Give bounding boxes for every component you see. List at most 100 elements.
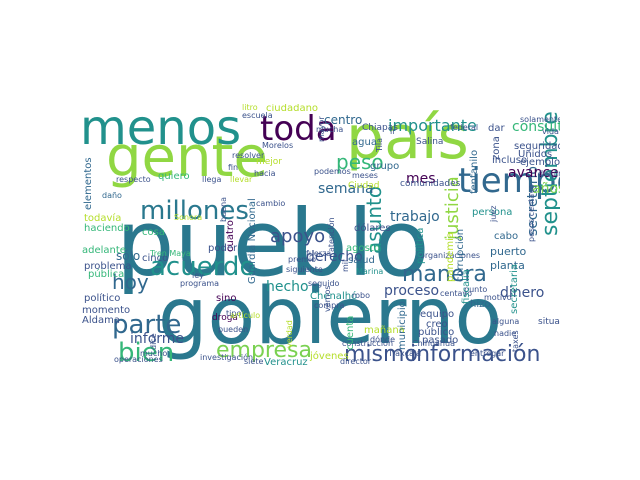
word-siete: siete: [244, 357, 264, 366]
word-dano: daño: [102, 191, 122, 200]
word-situacion: situación: [538, 317, 560, 327]
word-comunidades: comunidades: [400, 179, 461, 189]
word-fuerza: denuncia: [538, 169, 560, 178]
word-investigacion: investigación: [200, 353, 254, 362]
word-problema: problema: [84, 261, 132, 272]
word-mucha: dice: [149, 333, 158, 350]
word-secretaria: secretaria: [509, 264, 520, 314]
word-alguna: alguna: [492, 317, 520, 326]
word-zona: zona: [491, 136, 502, 160]
word-droga: droga: [212, 313, 238, 323]
word-chenalho: Chenalhó: [310, 291, 358, 302]
word-salina: Salina: [416, 137, 444, 147]
word-articulo: seguido: [308, 279, 340, 288]
word-mucho: vemos: [323, 285, 332, 312]
word-juez: juez: [489, 205, 498, 222]
word-seguridad: seguridad: [514, 141, 560, 152]
word-dice: ir: [390, 127, 396, 136]
word-verdad: verdad: [285, 320, 294, 348]
word-cinco: cinco: [142, 253, 169, 264]
word-quiero: quiero: [158, 171, 190, 182]
word-semana: semana: [318, 181, 374, 197]
word-chihuahua: Chihuahua: [412, 339, 455, 348]
word-dar: dar: [488, 123, 505, 134]
word-centavo: centavo: [440, 289, 473, 298]
word-nadie: nadie: [494, 329, 517, 338]
word-federal: federal: [450, 123, 479, 132]
word-operaciones: operaciones: [114, 355, 163, 364]
word-parte: parte: [112, 310, 182, 340]
word-ciudad: Ciudad: [348, 181, 380, 191]
word-cosa: cosa: [142, 227, 165, 238]
word-dolares: dólares: [354, 223, 391, 234]
word-elementos: elementos: [83, 157, 94, 210]
word-proceso: proceso: [384, 283, 440, 299]
word-respecto: respecto: [116, 175, 151, 184]
word-guardia-nacional: Guardia Nacional: [247, 198, 258, 284]
word-bien: bien: [118, 338, 175, 368]
word-adelante: adelante: [82, 245, 126, 256]
word-ciudadano: ciudadano: [266, 104, 319, 114]
word-programa: programa: [180, 279, 220, 288]
word-mes: mes: [406, 171, 436, 187]
word-cambio: cambio: [256, 199, 286, 208]
word-anos: años: [532, 181, 560, 197]
word-acuerdo: acuerdo: [150, 252, 256, 282]
word-salud: salud: [348, 255, 375, 266]
word-compra: compra: [314, 301, 345, 310]
word-director: director: [340, 357, 372, 366]
word-marina: Marina: [356, 267, 384, 276]
word-tlaxcala: Tlaxcala: [388, 349, 422, 358]
word-chiapas: Chiapas: [362, 123, 398, 133]
word-centro: centro: [324, 113, 363, 127]
word-manana: mañana: [364, 325, 405, 336]
word-consulta: consulta: [512, 119, 560, 135]
word-creo: creo: [426, 319, 448, 330]
word-podemos: podemos: [314, 167, 351, 176]
word-unidos: Unidos: [518, 149, 553, 160]
word-agosto: agosto: [346, 243, 380, 254]
word-trabajo: trabajo: [390, 209, 440, 225]
word-toda: toda: [260, 109, 337, 149]
word-donde: fuerza: [306, 249, 332, 258]
word-puerto: puerto: [490, 245, 527, 258]
word-apoyo: apoyo: [270, 226, 326, 247]
word-mayor: mayor: [317, 116, 326, 142]
word-ejemplo: ejemplo: [520, 157, 560, 168]
word-vemos: organizaciones: [420, 251, 481, 260]
word-fin: fin: [228, 163, 239, 172]
word-equipo: equipo: [420, 309, 455, 320]
word-corrupcion: corrupción: [455, 228, 466, 282]
word-hecho: hecho: [266, 279, 309, 295]
word-escuela: litro: [242, 104, 258, 112]
word-publica: pública: [88, 269, 125, 280]
word-buena: mucho: [140, 349, 168, 358]
word-poder: poder: [208, 243, 238, 254]
word-veracruz: Veracruz: [264, 357, 308, 368]
word-motivo: motivo: [484, 293, 512, 302]
word-sino: sino: [216, 293, 237, 304]
word-importante: importante: [388, 116, 477, 135]
word-punto: punto: [464, 285, 488, 294]
word-cuatro: cuatro: [225, 220, 236, 252]
word-pesos-centavo: pesos centavo: [527, 184, 536, 242]
word-llevar: llevar: [230, 175, 253, 184]
word-planta: planta: [490, 259, 525, 272]
word-menos: menos: [80, 104, 242, 156]
word-gobierno: gobierno: [158, 272, 503, 362]
word-agua: agua: [352, 137, 377, 148]
word-morelos: hacia: [254, 169, 276, 178]
word-jovenes: jóvenes: [310, 351, 349, 362]
word-llega: llega: [202, 175, 222, 184]
word-momento: momento: [82, 305, 131, 316]
word-municipio: municipio: [397, 301, 408, 350]
word-solamente: solamente: [520, 115, 560, 124]
word-aldama: Aldama: [82, 315, 120, 326]
word-millones: millones: [140, 196, 249, 226]
word-incluso: incluso: [492, 155, 528, 166]
word-solo: sólo: [116, 249, 141, 263]
word-vida: vida: [542, 127, 559, 136]
word-siguiente: siguiente: [286, 265, 323, 274]
word-hoy: hoy: [112, 270, 149, 294]
word-tipo: tipo: [226, 309, 242, 318]
